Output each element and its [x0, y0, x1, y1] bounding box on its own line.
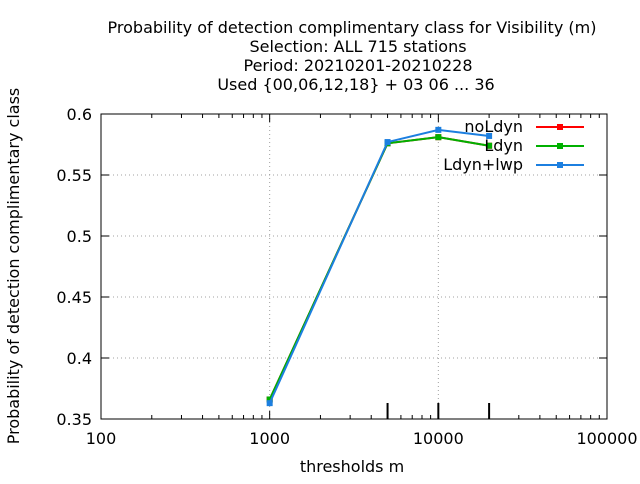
chart-title: Probability of detection complimentary c…	[108, 18, 597, 94]
y-tick-label: 0.6	[67, 105, 92, 124]
axis-ticks: 0.35 0.4 0.45 0.5 0.55 0.6 100 1000 10000 100000	[56, 105, 637, 448]
legend-marker	[557, 162, 563, 168]
data-point	[486, 142, 493, 149]
grid-lines	[101, 114, 607, 419]
data-point	[486, 132, 493, 139]
y-tick-label: 0.4	[67, 349, 92, 368]
data-point	[266, 400, 273, 407]
legend-marker	[557, 124, 563, 130]
data-point	[266, 396, 273, 403]
x-tick-label: 100000	[576, 429, 637, 448]
data-series	[266, 126, 493, 407]
chart-title-line-3: Period: 20210201-20210228	[243, 56, 472, 75]
x-tick-label: 1000	[249, 429, 290, 448]
series-line-noldyn	[268, 136, 490, 400]
x-tick-label: 10000	[413, 429, 464, 448]
legend-label: Ldyn+lwp	[443, 155, 523, 174]
y-tick-label: 0.35	[56, 410, 92, 429]
x-axis-label: thresholds m	[300, 457, 404, 476]
series-line-ldyn	[268, 136, 490, 400]
y-axis-label: Probability of detection complimentary c…	[4, 88, 23, 445]
y-tick-label: 0.45	[56, 288, 92, 307]
y-tick-label: 0.5	[67, 227, 92, 246]
chart-title-line-2: Selection: ALL 715 stations	[249, 37, 466, 56]
y-tick-label: 0.55	[56, 166, 92, 185]
legend-label: noLdyn	[464, 117, 523, 136]
data-point	[384, 139, 391, 146]
legend-label: Ldyn	[484, 136, 523, 155]
legend-marker	[557, 143, 563, 149]
plot-border	[100, 113, 608, 420]
x-tick-label: 100	[86, 429, 117, 448]
data-point	[435, 134, 442, 141]
chart-title-line-4: Used {00,06,12,18} + 03 06 ... 36	[217, 75, 494, 94]
data-point	[435, 126, 442, 133]
chart-title-line-1: Probability of detection complimentary c…	[108, 18, 597, 37]
series-line-ldyn-lwp	[268, 128, 490, 404]
